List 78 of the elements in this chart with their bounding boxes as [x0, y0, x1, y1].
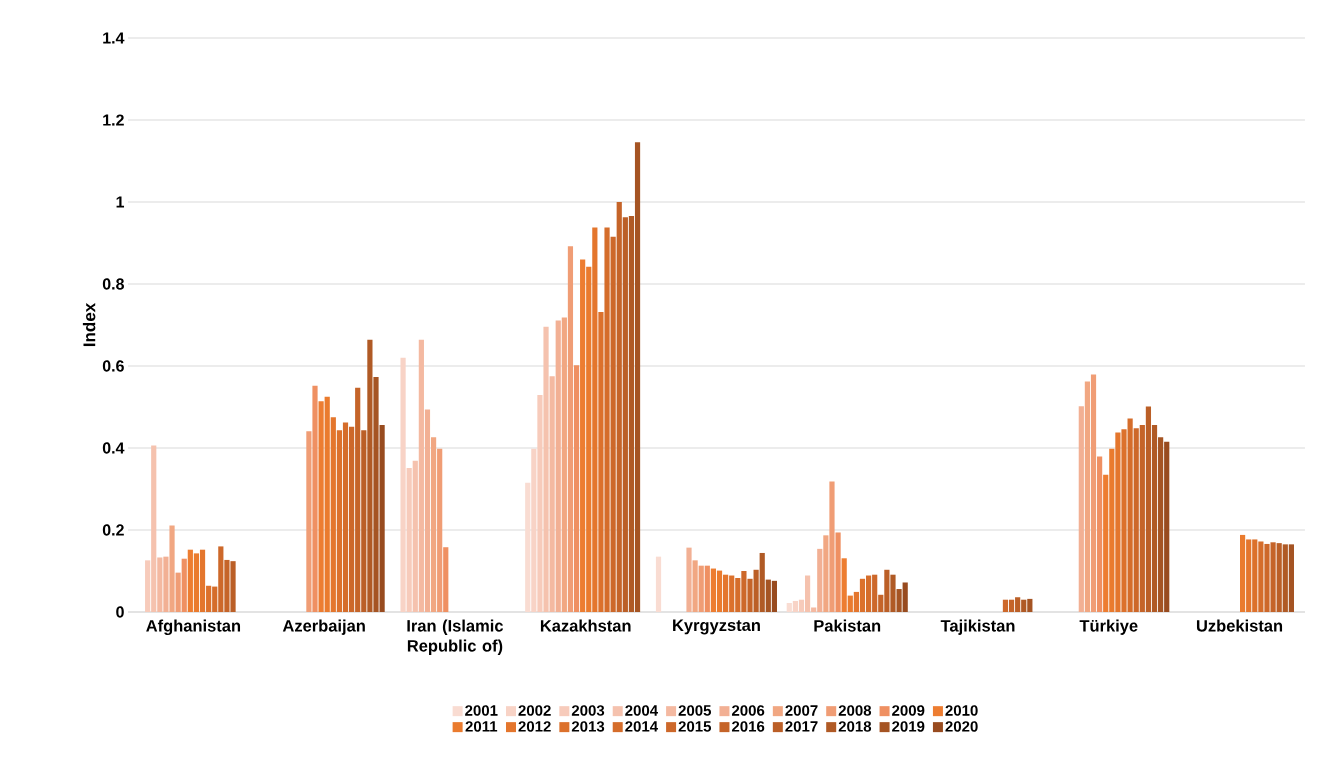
- bar: [567, 246, 574, 612]
- legend-label: 2016: [731, 721, 765, 732]
- bar: [424, 409, 431, 612]
- bar: [1164, 441, 1170, 612]
- bar: [418, 339, 424, 612]
- bar: [437, 448, 443, 612]
- legend-label: 2006: [731, 705, 765, 716]
- x-tick-label: Azerbaijan: [282, 619, 365, 635]
- x-tick-label: Türkiye: [1079, 619, 1138, 635]
- legend-label: 2019: [892, 721, 925, 732]
- bar: [169, 525, 175, 612]
- y-tick-label: 1: [116, 196, 125, 208]
- y-axis-title: Index: [82, 302, 96, 347]
- legend-label: 2007: [785, 705, 818, 716]
- x-tick-label: Tajikistan: [940, 619, 1015, 635]
- y-tick-label: 1.2: [103, 114, 124, 126]
- bar: [412, 460, 418, 612]
- x-tick-label: Kazakhstan: [540, 619, 631, 632]
- legend-label: 2012: [518, 721, 551, 732]
- x-tick-label: Kyrgyzstan: [673, 619, 760, 635]
- bar: [181, 558, 187, 612]
- bar: [151, 445, 157, 612]
- legend-label: 2011: [465, 721, 498, 732]
- legend-label: 2002: [518, 705, 551, 716]
- bar: [379, 425, 385, 612]
- legend-label: 2017: [785, 721, 818, 732]
- x-tick-label: Iran (Islamic Republic of): [407, 619, 504, 655]
- bar: [1090, 374, 1097, 612]
- x-tick-label: Uzbekistan: [1196, 619, 1283, 632]
- bar: [823, 535, 829, 612]
- bar: [817, 548, 823, 612]
- bar: [549, 376, 555, 612]
- bar: [686, 547, 692, 612]
- legend-label: 2014: [625, 721, 659, 732]
- bar: [1084, 381, 1091, 612]
- bar: [1078, 406, 1084, 612]
- bar: [698, 565, 704, 612]
- legend-label: 2015: [678, 721, 712, 732]
- x-tick-label: Pakistan: [814, 619, 881, 632]
- bar: [312, 385, 318, 612]
- bar: [692, 560, 698, 612]
- y-tick-label: 0.4: [102, 442, 125, 454]
- bar: [543, 326, 549, 612]
- bar: [655, 556, 662, 612]
- bar: [561, 317, 567, 612]
- bar: [145, 560, 151, 612]
- bar: [835, 532, 841, 612]
- bar: [573, 365, 580, 612]
- bar: [829, 481, 835, 612]
- legend-label: 2001: [465, 705, 498, 716]
- bar: [804, 575, 811, 612]
- bar: [811, 607, 817, 612]
- y-tick-label: 0: [116, 606, 124, 618]
- legend-label: 2003: [571, 705, 605, 716]
- legend-label: 2013: [571, 721, 605, 732]
- bar: [1097, 456, 1103, 612]
- bar: [902, 582, 908, 612]
- x-tick-label: Afghanistan: [146, 619, 241, 635]
- bar: [175, 572, 181, 612]
- legend-label: 2010: [945, 705, 978, 716]
- legend-label: 2020: [945, 721, 978, 732]
- bar: [306, 431, 312, 612]
- bar: [771, 580, 778, 612]
- bar: [555, 320, 561, 612]
- bar: [443, 547, 449, 612]
- legend-label: 2008: [838, 705, 872, 716]
- y-tick-label: 0.8: [102, 278, 124, 290]
- bar: [704, 565, 710, 612]
- bar: [163, 556, 169, 612]
- legend-label: 2005: [678, 705, 712, 716]
- legend-label: 2004: [625, 705, 659, 716]
- y-tick-label: 0.2: [102, 524, 124, 536]
- y-tick-label: 0.6: [102, 360, 124, 372]
- legend-label: 2009: [892, 705, 925, 716]
- legend-label: 2018: [838, 721, 872, 732]
- bar: [157, 557, 163, 612]
- bar: [430, 437, 437, 612]
- y-tick-label: 1.4: [103, 32, 125, 44]
